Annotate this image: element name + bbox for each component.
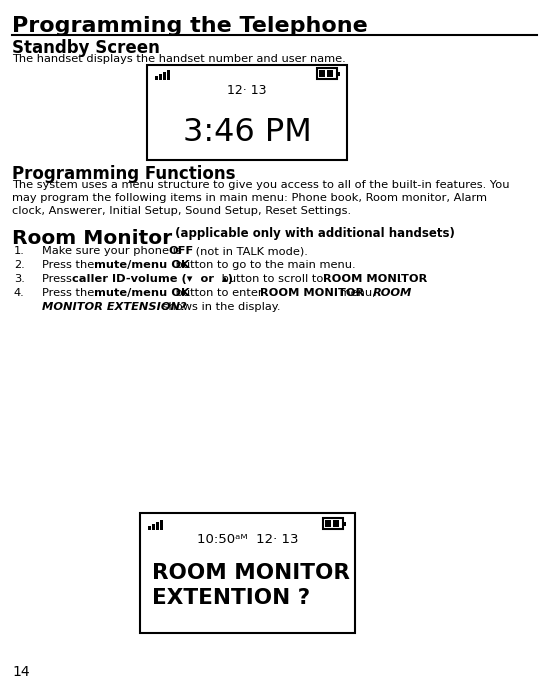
Text: 10:50ᵃᴹ  12· 13: 10:50ᵃᴹ 12· 13 bbox=[197, 533, 298, 546]
Bar bbox=[160, 520, 163, 530]
Bar bbox=[343, 521, 346, 525]
Bar bbox=[323, 518, 343, 529]
Text: 12· 13: 12· 13 bbox=[227, 84, 267, 97]
Text: (not in TALK mode).: (not in TALK mode). bbox=[192, 246, 308, 256]
Text: mute/menu OK: mute/menu OK bbox=[94, 288, 190, 298]
Text: menu,: menu, bbox=[336, 288, 379, 298]
Text: Press the: Press the bbox=[42, 260, 98, 270]
Text: Programming Functions: Programming Functions bbox=[12, 165, 236, 183]
Text: ROOM MONITOR: ROOM MONITOR bbox=[260, 288, 364, 298]
Text: button to scroll to: button to scroll to bbox=[218, 274, 327, 284]
Text: mute/menu OK: mute/menu OK bbox=[94, 260, 190, 270]
Text: ROOM: ROOM bbox=[373, 288, 412, 298]
Text: MONITOR EXTENSION?: MONITOR EXTENSION? bbox=[42, 302, 187, 312]
Text: Press the: Press the bbox=[42, 288, 98, 298]
Text: Programming the Telephone: Programming the Telephone bbox=[12, 16, 368, 36]
Text: Standby Screen: Standby Screen bbox=[12, 39, 160, 57]
Text: ROOM MONITOR: ROOM MONITOR bbox=[152, 563, 350, 583]
Bar bbox=[159, 74, 162, 80]
Text: 1.: 1. bbox=[14, 246, 25, 256]
Bar bbox=[140, 513, 355, 633]
Bar bbox=[167, 70, 170, 80]
Text: (applicable only with additional handsets): (applicable only with additional handset… bbox=[171, 227, 455, 240]
Bar bbox=[337, 72, 340, 76]
Text: button to enter: button to enter bbox=[172, 288, 266, 298]
Bar bbox=[152, 524, 155, 530]
Text: 3:46 PM: 3:46 PM bbox=[183, 117, 311, 148]
Text: 4.: 4. bbox=[14, 288, 25, 298]
Bar bbox=[325, 520, 331, 527]
Text: button to go to the main menu.: button to go to the main menu. bbox=[172, 260, 356, 270]
Text: The system uses a menu structure to give you access to all of the built-in featu: The system uses a menu structure to give… bbox=[12, 180, 509, 190]
Bar bbox=[319, 70, 325, 77]
Text: .: . bbox=[399, 274, 402, 284]
Bar bbox=[333, 520, 339, 527]
Text: 14: 14 bbox=[12, 665, 30, 679]
Bar bbox=[327, 70, 333, 77]
Text: shows in the display.: shows in the display. bbox=[159, 302, 281, 312]
Text: Press: Press bbox=[42, 274, 76, 284]
Text: The handset displays the handset number and user name.: The handset displays the handset number … bbox=[12, 54, 346, 64]
Text: 3.: 3. bbox=[14, 274, 25, 284]
Text: Room Monitor: Room Monitor bbox=[12, 229, 172, 248]
Text: OFF: OFF bbox=[168, 246, 193, 256]
Text: Make sure your phone is: Make sure your phone is bbox=[42, 246, 186, 256]
Bar bbox=[317, 68, 337, 79]
Text: 2.: 2. bbox=[14, 260, 25, 270]
Bar bbox=[155, 76, 158, 80]
Text: ROOM MONITOR: ROOM MONITOR bbox=[323, 274, 427, 284]
Text: EXTENTION ?: EXTENTION ? bbox=[152, 588, 310, 608]
Bar bbox=[147, 65, 347, 160]
Text: caller ID-volume (▾  or  ▴): caller ID-volume (▾ or ▴) bbox=[72, 274, 233, 284]
Text: clock, Answerer, Initial Setup, Sound Setup, Reset Settings.: clock, Answerer, Initial Setup, Sound Se… bbox=[12, 206, 351, 216]
Text: may program the following items in main menu: Phone book, Room monitor, Alarm: may program the following items in main … bbox=[12, 193, 487, 203]
Bar bbox=[156, 522, 159, 530]
Bar bbox=[148, 526, 151, 530]
Bar bbox=[163, 72, 166, 80]
